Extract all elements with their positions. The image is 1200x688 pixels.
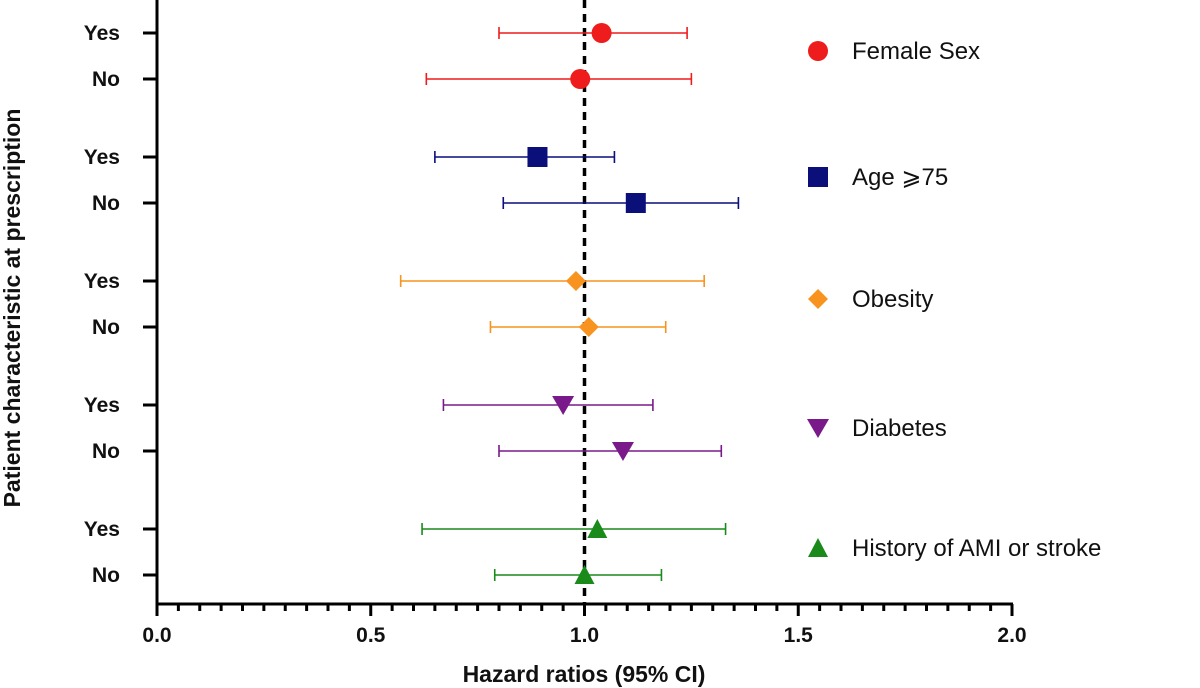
hr-point xyxy=(574,565,595,584)
legend-marker xyxy=(807,419,829,438)
hr-point xyxy=(565,271,586,291)
legend-label: Obesity xyxy=(852,286,933,313)
y-axis-title: Patient characteristic at prescription xyxy=(0,109,25,508)
x-tick-label: 1.0 xyxy=(570,624,599,647)
y-category-label: No xyxy=(92,192,120,215)
x-tick-label: 1.5 xyxy=(784,624,814,647)
legend-label: Diabetes xyxy=(852,415,947,442)
legend-label: Age ⩾75 xyxy=(852,164,948,191)
hr-point xyxy=(587,519,608,538)
legend-marker xyxy=(808,289,828,309)
y-category-label: No xyxy=(92,564,120,587)
x-axis-title: Hazard ratios (95% CI) xyxy=(463,661,706,687)
legend-marker xyxy=(808,41,828,61)
y-category-label: No xyxy=(92,440,120,463)
x-tick-label: 0.0 xyxy=(142,624,171,647)
axes: 0.0 0.5 1.0 1.5 2.0 Yes No Yes No Yes No Yes No Yes No xyxy=(84,0,1027,647)
y-category-label: Yes xyxy=(84,518,120,541)
x-tick-label: 2.0 xyxy=(997,624,1026,647)
hr-point xyxy=(552,396,575,415)
plot-area xyxy=(399,0,740,604)
hr-point xyxy=(591,23,612,43)
y-category-label: Yes xyxy=(84,22,120,45)
hr-point xyxy=(570,69,591,89)
y-category-label: Yes xyxy=(84,146,120,169)
legend: Female Sex Age ⩾75 Obesity Diabetes History … xyxy=(807,38,1101,562)
y-category-label: No xyxy=(92,316,120,339)
hr-point xyxy=(527,147,548,167)
y-category-label: Yes xyxy=(84,270,120,293)
hr-point xyxy=(611,442,634,461)
legend-marker xyxy=(808,538,828,557)
hr-point xyxy=(625,193,646,213)
legend-label: Female Sex xyxy=(852,38,980,65)
x-tick-label: 0.5 xyxy=(356,624,386,647)
hr-point xyxy=(578,317,599,337)
legend-label: History of AMI or stroke xyxy=(852,535,1101,562)
legend-marker xyxy=(808,167,828,187)
y-category-label: No xyxy=(92,68,120,91)
y-category-label: Yes xyxy=(84,394,120,417)
